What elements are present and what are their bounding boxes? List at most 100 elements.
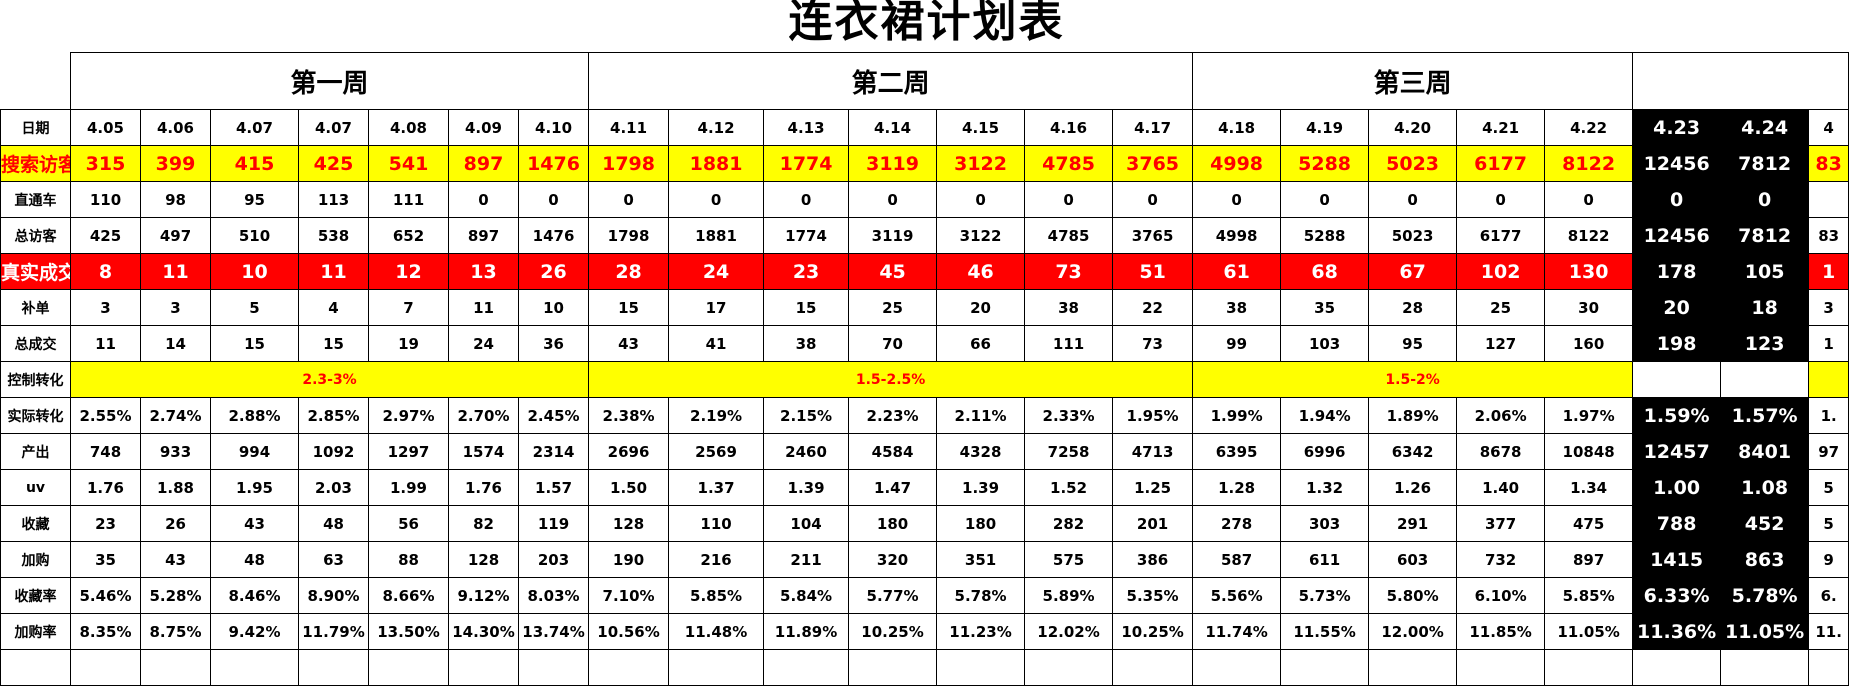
value-cell[interactable]: 17: [668, 289, 765, 326]
value-cell[interactable]: 12.00%: [1368, 613, 1458, 650]
value-cell[interactable]: 3: [1808, 289, 1850, 326]
value-cell[interactable]: 83: [1808, 145, 1850, 182]
row-label-favorites[interactable]: 收藏: [0, 505, 71, 542]
value-cell[interactable]: 48: [298, 505, 369, 542]
value-cell[interactable]: 18: [1720, 289, 1810, 326]
value-cell[interactable]: 15: [763, 289, 850, 326]
value-cell[interactable]: 28: [588, 253, 670, 290]
value-cell[interactable]: 2.70%: [448, 397, 519, 434]
value-cell[interactable]: 5.77%: [848, 577, 938, 614]
value-cell[interactable]: 2.33%: [1024, 397, 1114, 434]
value-cell[interactable]: 5: [210, 289, 299, 326]
value-cell[interactable]: 282: [1024, 505, 1114, 542]
value-cell[interactable]: 51: [1112, 253, 1194, 290]
value-cell[interactable]: 36: [517, 325, 590, 362]
value-cell[interactable]: 20: [936, 289, 1026, 326]
value-cell[interactable]: 35: [1280, 289, 1370, 326]
value-cell[interactable]: 82: [448, 505, 519, 542]
value-cell[interactable]: 9: [1808, 541, 1850, 578]
value-cell[interactable]: 377: [1456, 505, 1546, 542]
value-cell[interactable]: 66: [936, 325, 1026, 362]
value-cell[interactable]: 104: [763, 505, 850, 542]
value-cell[interactable]: 4998: [1192, 217, 1282, 254]
value-cell[interactable]: 5288: [1280, 145, 1370, 182]
value-cell[interactable]: 603: [1368, 541, 1458, 578]
value-cell[interactable]: 1.37: [668, 469, 765, 506]
value-cell[interactable]: 1.28: [1192, 469, 1282, 506]
value-cell[interactable]: 3122: [936, 145, 1026, 182]
value-cell[interactable]: 95: [1368, 325, 1458, 362]
value-cell[interactable]: 575: [1024, 541, 1114, 578]
value-cell[interactable]: 0: [668, 181, 765, 218]
row-label-add_cart[interactable]: 加购: [0, 541, 71, 578]
value-cell[interactable]: 30: [1544, 289, 1634, 326]
value-cell[interactable]: 13.50%: [368, 613, 449, 650]
value-cell[interactable]: 10848: [1544, 433, 1634, 470]
value-cell[interactable]: 11.05%: [1720, 613, 1810, 650]
value-cell[interactable]: 10: [517, 289, 590, 326]
value-cell[interactable]: 14.30%: [448, 613, 519, 650]
value-cell[interactable]: 1.00: [1632, 469, 1722, 506]
value-cell[interactable]: 25: [848, 289, 938, 326]
value-cell[interactable]: 0: [936, 181, 1026, 218]
value-cell[interactable]: 351: [936, 541, 1026, 578]
value-cell[interactable]: 23: [763, 253, 850, 290]
value-cell[interactable]: 3119: [848, 217, 938, 254]
date-cell[interactable]: 4.20: [1368, 109, 1458, 146]
value-cell[interactable]: 12456: [1632, 145, 1722, 182]
date-cell[interactable]: 4.07: [210, 109, 299, 146]
week-header-blank[interactable]: [1632, 52, 1850, 110]
value-cell[interactable]: 278: [1192, 505, 1282, 542]
value-cell[interactable]: 8.03%: [517, 577, 590, 614]
value-cell[interactable]: 6177: [1456, 217, 1546, 254]
row-label-control[interactable]: 控制转化: [0, 361, 71, 398]
value-cell[interactable]: 2.88%: [210, 397, 299, 434]
value-cell[interactable]: 11: [298, 253, 369, 290]
value-cell[interactable]: 56: [368, 505, 449, 542]
value-cell[interactable]: 1.59%: [1632, 397, 1722, 434]
value-cell[interactable]: 10.56%: [588, 613, 670, 650]
blank-cell[interactable]: [848, 649, 938, 686]
value-cell[interactable]: 425: [298, 145, 369, 182]
value-cell[interactable]: 43: [588, 325, 670, 362]
value-cell[interactable]: 8122: [1544, 217, 1634, 254]
value-cell[interactable]: 2569: [668, 433, 765, 470]
value-cell[interactable]: 4785: [1024, 145, 1114, 182]
value-cell[interactable]: 8.35%: [70, 613, 141, 650]
value-cell[interactable]: 12457: [1632, 433, 1722, 470]
value-cell[interactable]: 897: [448, 217, 519, 254]
value-cell[interactable]: 83: [1808, 217, 1850, 254]
value-cell[interactable]: 6.33%: [1632, 577, 1722, 614]
value-cell[interactable]: 9.42%: [210, 613, 299, 650]
value-cell[interactable]: 99: [1192, 325, 1282, 362]
value-cell[interactable]: 2.45%: [517, 397, 590, 434]
value-cell[interactable]: 103: [1280, 325, 1370, 362]
date-cell[interactable]: 4.09: [448, 109, 519, 146]
value-cell[interactable]: 5.89%: [1024, 577, 1114, 614]
control-band-1[interactable]: 2.3-3%: [69, 361, 590, 398]
value-cell[interactable]: 452: [1720, 505, 1810, 542]
value-cell[interactable]: 1.47: [848, 469, 938, 506]
value-cell[interactable]: 43: [210, 505, 299, 542]
value-cell[interactable]: 8401: [1720, 433, 1810, 470]
value-cell[interactable]: 1.: [1808, 397, 1850, 434]
blank-cell[interactable]: [1280, 649, 1370, 686]
row-label-total_visitors[interactable]: 总访客: [0, 217, 71, 254]
value-cell[interactable]: 180: [848, 505, 938, 542]
value-cell[interactable]: 320: [848, 541, 938, 578]
value-cell[interactable]: 111: [1024, 325, 1114, 362]
value-cell[interactable]: 12456: [1632, 217, 1722, 254]
value-cell[interactable]: 0: [763, 181, 850, 218]
value-cell[interactable]: 2.11%: [936, 397, 1026, 434]
value-cell[interactable]: 8.75%: [140, 613, 211, 650]
date-cell[interactable]: 4.21: [1456, 109, 1546, 146]
value-cell[interactable]: 1.39: [763, 469, 850, 506]
value-cell[interactable]: 8122: [1544, 145, 1634, 182]
value-cell[interactable]: 415: [210, 145, 299, 182]
value-cell[interactable]: 180: [936, 505, 1026, 542]
value-cell[interactable]: 510: [210, 217, 299, 254]
value-cell[interactable]: 2.97%: [368, 397, 449, 434]
date-cell[interactable]: 4.16: [1024, 109, 1114, 146]
row-label-fav_rate[interactable]: 收藏率: [0, 577, 71, 614]
control-blank[interactable]: [1720, 361, 1810, 398]
